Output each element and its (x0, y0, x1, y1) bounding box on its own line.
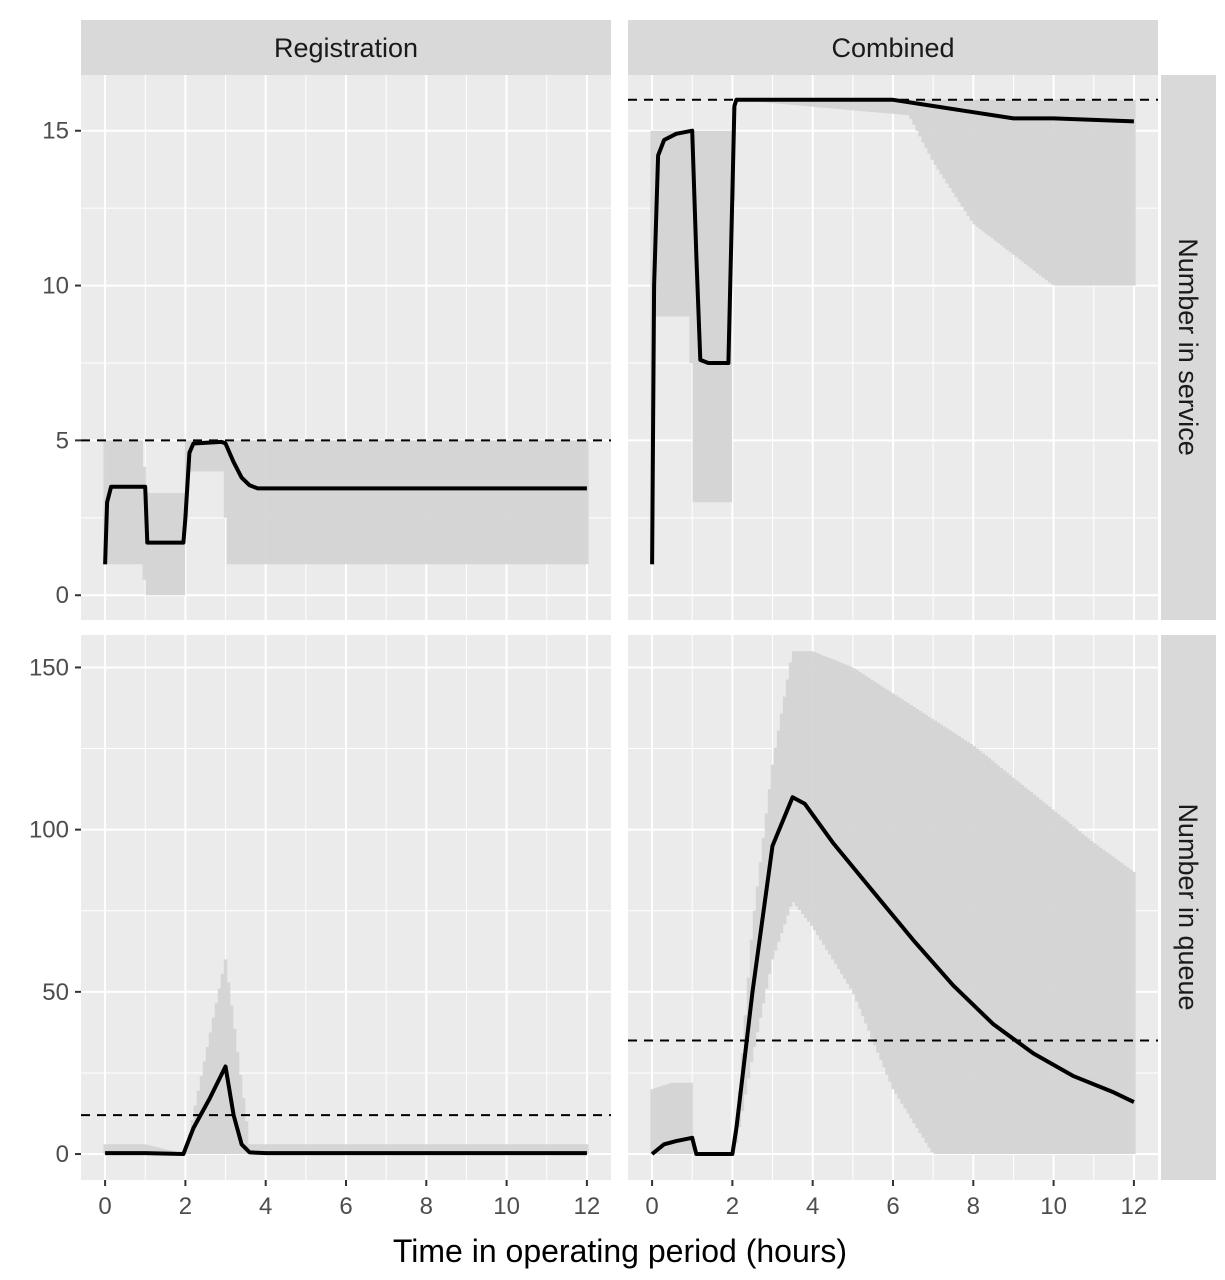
x-tick-label: 6 (886, 1193, 899, 1220)
panel-3 (81, 635, 611, 1180)
x-tick-label: 10 (1040, 1193, 1067, 1220)
column-strip-combined-label: Combined (831, 33, 954, 63)
y-tick-label: 100 (29, 817, 69, 844)
y-tick-label: 0 (56, 1141, 69, 1168)
row-strip-queue (1161, 635, 1216, 1180)
mean-series-line (103, 439, 587, 565)
y-tick-label: 15 (42, 118, 69, 145)
row-strip-service (1161, 75, 1216, 620)
x-tick-label: 4 (806, 1193, 819, 1220)
x-tick-label: 0 (645, 1193, 658, 1220)
x-tick-label: 8 (420, 1193, 433, 1220)
x-tick-label: 12 (1121, 1193, 1148, 1220)
mean-series-line (650, 795, 1135, 1156)
column-strip-combined (628, 20, 1158, 75)
x-tick-label: 2 (726, 1193, 739, 1220)
panels-layer (81, 75, 1158, 1180)
facet-strips: Registration Combined Number in service … (81, 20, 1216, 1180)
x-tick-label: 8 (967, 1193, 980, 1220)
y-tick-label: 10 (42, 273, 69, 300)
x-tick-label: 6 (339, 1193, 352, 1220)
y-tick-label: 50 (42, 979, 69, 1006)
x-tick-label: 2 (179, 1193, 192, 1220)
x-tick-label: 4 (259, 1193, 272, 1220)
row-strip-queue-label: Number in queue (1173, 803, 1203, 1010)
x-tick-label: 10 (493, 1193, 520, 1220)
panel-4 (628, 635, 1158, 1180)
x-tick-label: 12 (574, 1193, 601, 1220)
panel-2 (628, 75, 1158, 620)
x-axis-title: Time in operating period (hours) (393, 1233, 847, 1269)
y-tick-label: 0 (56, 582, 69, 609)
x-tick-label: 0 (98, 1193, 111, 1220)
mean-series-line (650, 97, 1134, 565)
mean-series-line (105, 1064, 587, 1156)
y-tick-label: 5 (56, 427, 69, 454)
row-strip-service-label: Number in service (1173, 238, 1203, 456)
column-strip-registration (81, 20, 611, 75)
column-strip-registration-label: Registration (274, 33, 418, 63)
panel-1 (81, 75, 611, 620)
y-tick-label: 150 (29, 654, 69, 681)
